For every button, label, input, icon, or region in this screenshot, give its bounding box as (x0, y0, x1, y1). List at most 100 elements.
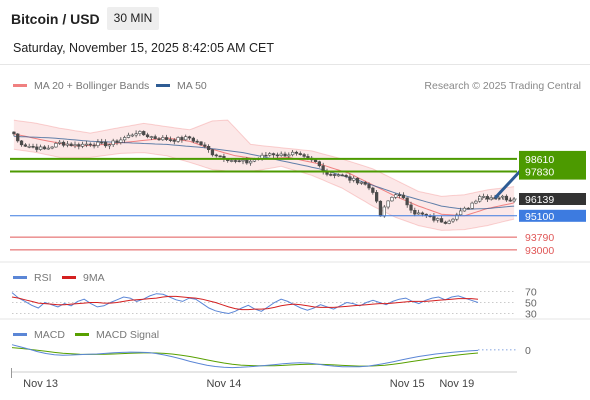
candle-body (180, 137, 184, 141)
candle-body (497, 196, 501, 199)
level-label-93790: 93790 (525, 232, 554, 244)
candle-body (455, 214, 459, 220)
candle-body (92, 144, 96, 147)
candle-body (249, 160, 253, 164)
candle-body (290, 151, 295, 156)
legend-rsi: RSI (13, 272, 52, 284)
macd-line (11, 344, 479, 369)
legend-rsi-ma: 9MA (62, 272, 105, 284)
candle-body (96, 141, 100, 147)
candle-body (470, 202, 474, 209)
candle-body (50, 146, 54, 149)
level-label-93000: 93000 (525, 245, 554, 257)
candle-body (134, 133, 138, 136)
rsi-ref-label-30: 30 (525, 309, 537, 321)
candle-body (287, 154, 291, 157)
interval-button[interactable]: 30 MIN (107, 7, 159, 30)
candle-body (416, 212, 421, 215)
candle-body (275, 154, 279, 157)
candle-body (481, 196, 486, 198)
candle-body (100, 141, 104, 144)
candle-body (462, 207, 467, 212)
legend-swatch-ma50 (156, 83, 170, 87)
candle-body (466, 207, 470, 210)
ma50-line (13, 135, 515, 210)
candle-body (172, 139, 176, 142)
macd-ref-label-0: 0 (525, 345, 531, 357)
candle-body (332, 174, 337, 176)
legend-label-ma50: MA 50 (177, 80, 207, 92)
legend-swatch-rsi (13, 275, 27, 279)
candle-body (38, 146, 43, 150)
candle-body (401, 194, 405, 199)
candle-body (210, 149, 215, 156)
candle-body (54, 143, 58, 148)
legend-label-macd: MACD (34, 329, 65, 341)
candle-body (355, 177, 360, 184)
candle-body (394, 194, 398, 198)
legend-swatch-macd (13, 332, 27, 336)
candle-body (31, 146, 35, 148)
candle-body (130, 134, 134, 137)
candle-body (35, 146, 39, 150)
legend-macd-signal: MACD Signal (75, 329, 159, 341)
candle-body (203, 144, 207, 147)
candle-body (443, 221, 447, 224)
candle-body (42, 146, 47, 150)
candle-body (504, 195, 509, 201)
candle-body (218, 155, 222, 158)
candle-body (264, 154, 268, 157)
candle-body (245, 159, 249, 164)
candle-body (142, 131, 146, 136)
candle-body (508, 199, 512, 202)
candle-body (317, 161, 321, 167)
candle-body (359, 182, 363, 184)
legend-swatch-rsi-ma (62, 275, 76, 279)
candle-body (374, 192, 379, 202)
candle-body (157, 138, 161, 141)
candle-body (306, 156, 310, 159)
candle-body (187, 136, 192, 139)
candle-body (474, 200, 478, 204)
candle-body (386, 200, 390, 208)
candle-body (165, 137, 169, 140)
legend-label-ma20: MA 20 + Bollinger Bands (34, 80, 150, 92)
candle-body (61, 141, 66, 146)
candle-body (119, 139, 123, 143)
candle-body (340, 174, 344, 177)
candle-body (271, 153, 276, 156)
macd-signal-line (11, 347, 479, 367)
candle-body (58, 141, 62, 144)
rsi-ma-line (11, 295, 479, 311)
candle-body (73, 144, 77, 147)
candle-body (268, 153, 272, 156)
candle-body (214, 154, 218, 157)
candle-body (88, 143, 92, 146)
candle-body (27, 146, 31, 148)
candle-body (283, 153, 287, 157)
candle-body (439, 218, 444, 223)
candle-body (115, 140, 119, 143)
candle-body (413, 210, 417, 215)
candle-body (378, 200, 383, 217)
level-label-95100: 95100 (525, 211, 554, 223)
candle-body (279, 153, 283, 156)
rsi-ref-label-50: 50 (525, 298, 537, 310)
candle-body (149, 136, 153, 138)
candle-body (138, 131, 142, 134)
level-label-97830: 97830 (525, 167, 554, 179)
candle-body (371, 187, 375, 193)
candle-body (436, 218, 440, 221)
current-price-label: 96139 (525, 194, 554, 206)
candle-body (352, 177, 356, 181)
legend-label-rsi: RSI (34, 272, 52, 284)
chart-header: Bitcoin / USD 30 MIN (0, 0, 590, 36)
candle-body (313, 159, 318, 162)
candle-body (126, 134, 131, 138)
time-tick-label: Nov 14 (206, 378, 241, 390)
bollinger-band-fill (13, 120, 515, 231)
time-tick-label: Nov 13 (23, 378, 58, 390)
candle-body (81, 143, 85, 147)
candle-body (336, 174, 341, 177)
